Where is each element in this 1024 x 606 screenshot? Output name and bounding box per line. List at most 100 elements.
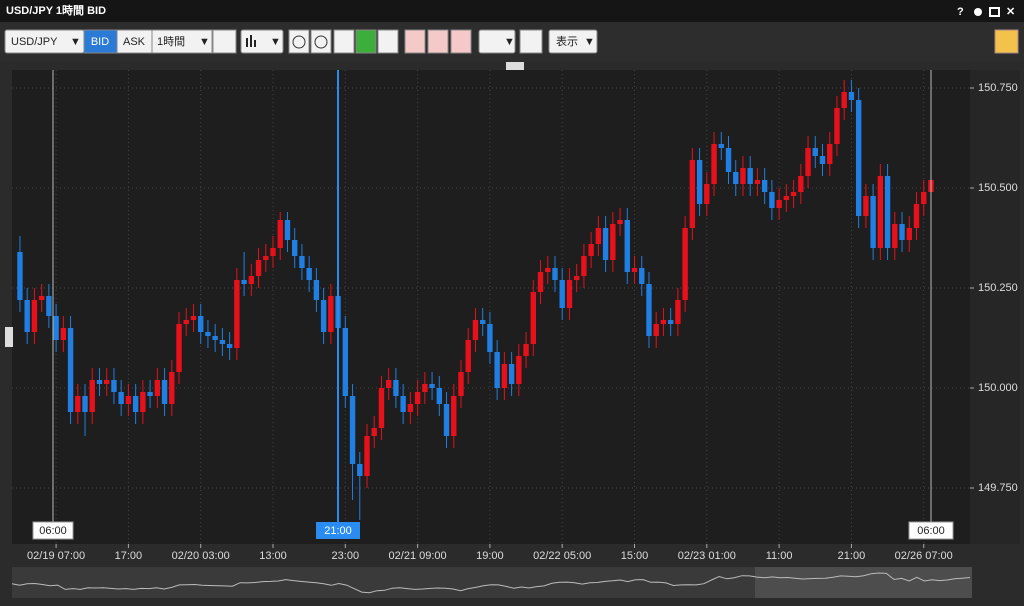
candle-body	[169, 372, 175, 404]
bid-text: BID	[91, 36, 109, 48]
cursor-label	[908, 521, 954, 540]
candle-body	[407, 404, 414, 412]
x-tick-label: 19:00	[476, 550, 504, 562]
y-tick-label: 150.250	[978, 282, 1018, 294]
zoom-in-button[interactable]	[288, 29, 310, 54]
cursor-label-text: 06:00	[917, 525, 945, 537]
panel-button[interactable]	[377, 29, 399, 54]
cursor-label-text: 06:00	[39, 525, 67, 537]
candle-body	[639, 268, 645, 284]
view-text: 表示	[556, 34, 578, 48]
candle-body	[682, 228, 688, 300]
candle-body	[913, 204, 920, 228]
candle-body	[451, 396, 457, 436]
candle-body	[827, 144, 833, 164]
candle-body	[812, 148, 818, 156]
side-handle[interactable]	[5, 327, 13, 347]
candle-body	[675, 300, 681, 324]
candle-body	[892, 224, 898, 248]
settings-button[interactable]	[974, 8, 982, 16]
candle-body	[104, 380, 110, 384]
candle-body	[610, 224, 616, 260]
candle-body	[385, 380, 392, 388]
candle-body	[132, 396, 139, 412]
zoom-out-icon	[314, 35, 328, 49]
candle-body	[740, 168, 746, 184]
navigator-window[interactable]	[755, 567, 972, 598]
candle-body	[161, 380, 168, 404]
candle-body	[595, 228, 602, 244]
candle-body	[17, 252, 23, 300]
candle-body	[761, 180, 768, 192]
candle-body	[494, 352, 500, 388]
window-title: USD/JPY 1時間 BID	[6, 3, 106, 17]
zoom-out-button[interactable]	[310, 29, 332, 54]
candle-body	[725, 148, 732, 172]
candle-body	[479, 320, 486, 324]
candle-body	[754, 180, 761, 184]
draw-tool-3[interactable]	[450, 29, 472, 54]
period-select[interactable]	[151, 29, 213, 54]
candle-body	[89, 380, 95, 412]
draw-tool-1[interactable]	[404, 29, 426, 54]
candle-body	[552, 268, 558, 280]
candle-body	[848, 92, 855, 100]
collapse-handle[interactable]	[506, 62, 524, 70]
candle-body	[653, 324, 659, 336]
pen-button[interactable]	[478, 29, 516, 54]
candle-body	[183, 320, 189, 324]
candle-body	[422, 384, 428, 392]
candle-body	[559, 280, 565, 308]
y-tick-label: 150.750	[978, 82, 1018, 94]
candle-body	[855, 100, 862, 216]
cursor-label	[316, 522, 360, 539]
x-tick-label: 17:00	[115, 550, 143, 562]
candle-body	[516, 356, 522, 384]
x-tick-label: 21:00	[838, 550, 866, 562]
close-button[interactable]: ✕	[1006, 6, 1015, 18]
compare-button[interactable]	[212, 29, 237, 54]
candle-body	[24, 300, 30, 332]
candle-body	[299, 256, 305, 268]
candle-body	[646, 284, 652, 336]
candle-body	[899, 224, 905, 240]
candle-body	[82, 396, 88, 412]
x-tick-label: 02/20 03:00	[172, 550, 230, 562]
candle-body	[96, 380, 103, 384]
fit-button[interactable]	[333, 29, 355, 54]
candle-body	[798, 176, 804, 192]
scroll-button[interactable]	[355, 29, 377, 54]
snapshot-button[interactable]	[519, 29, 543, 54]
candle-body	[248, 276, 255, 284]
cursor-label-text: 21:00	[324, 525, 352, 537]
help-button[interactable]: ?	[957, 6, 964, 18]
candle-body	[870, 196, 876, 248]
candle-body	[733, 172, 739, 184]
candle-body	[443, 404, 450, 436]
candle-body	[53, 316, 59, 340]
candle-body	[696, 160, 703, 204]
candle-body	[841, 92, 847, 108]
candle-body	[545, 268, 551, 272]
x-tick-label: 11:00	[766, 550, 793, 562]
restore-button[interactable]	[989, 7, 1000, 17]
candle-body	[921, 192, 927, 204]
order-button[interactable]	[994, 29, 1019, 54]
ask-text: ASK	[123, 36, 146, 48]
candle-body	[75, 396, 81, 412]
y-axis-area	[970, 70, 1020, 544]
candle-body	[31, 300, 38, 332]
candle-body	[704, 184, 710, 204]
candle-body	[747, 168, 753, 184]
view-button[interactable]	[548, 29, 598, 54]
x-tick-label: 15:00	[621, 550, 649, 562]
candle-body	[328, 296, 334, 332]
candle-body	[877, 176, 884, 248]
candle-body	[364, 436, 370, 476]
candle-body	[617, 220, 623, 224]
candle-body	[219, 340, 226, 344]
period-text: 1時間	[157, 35, 185, 48]
draw-tool-2[interactable]	[427, 29, 449, 54]
